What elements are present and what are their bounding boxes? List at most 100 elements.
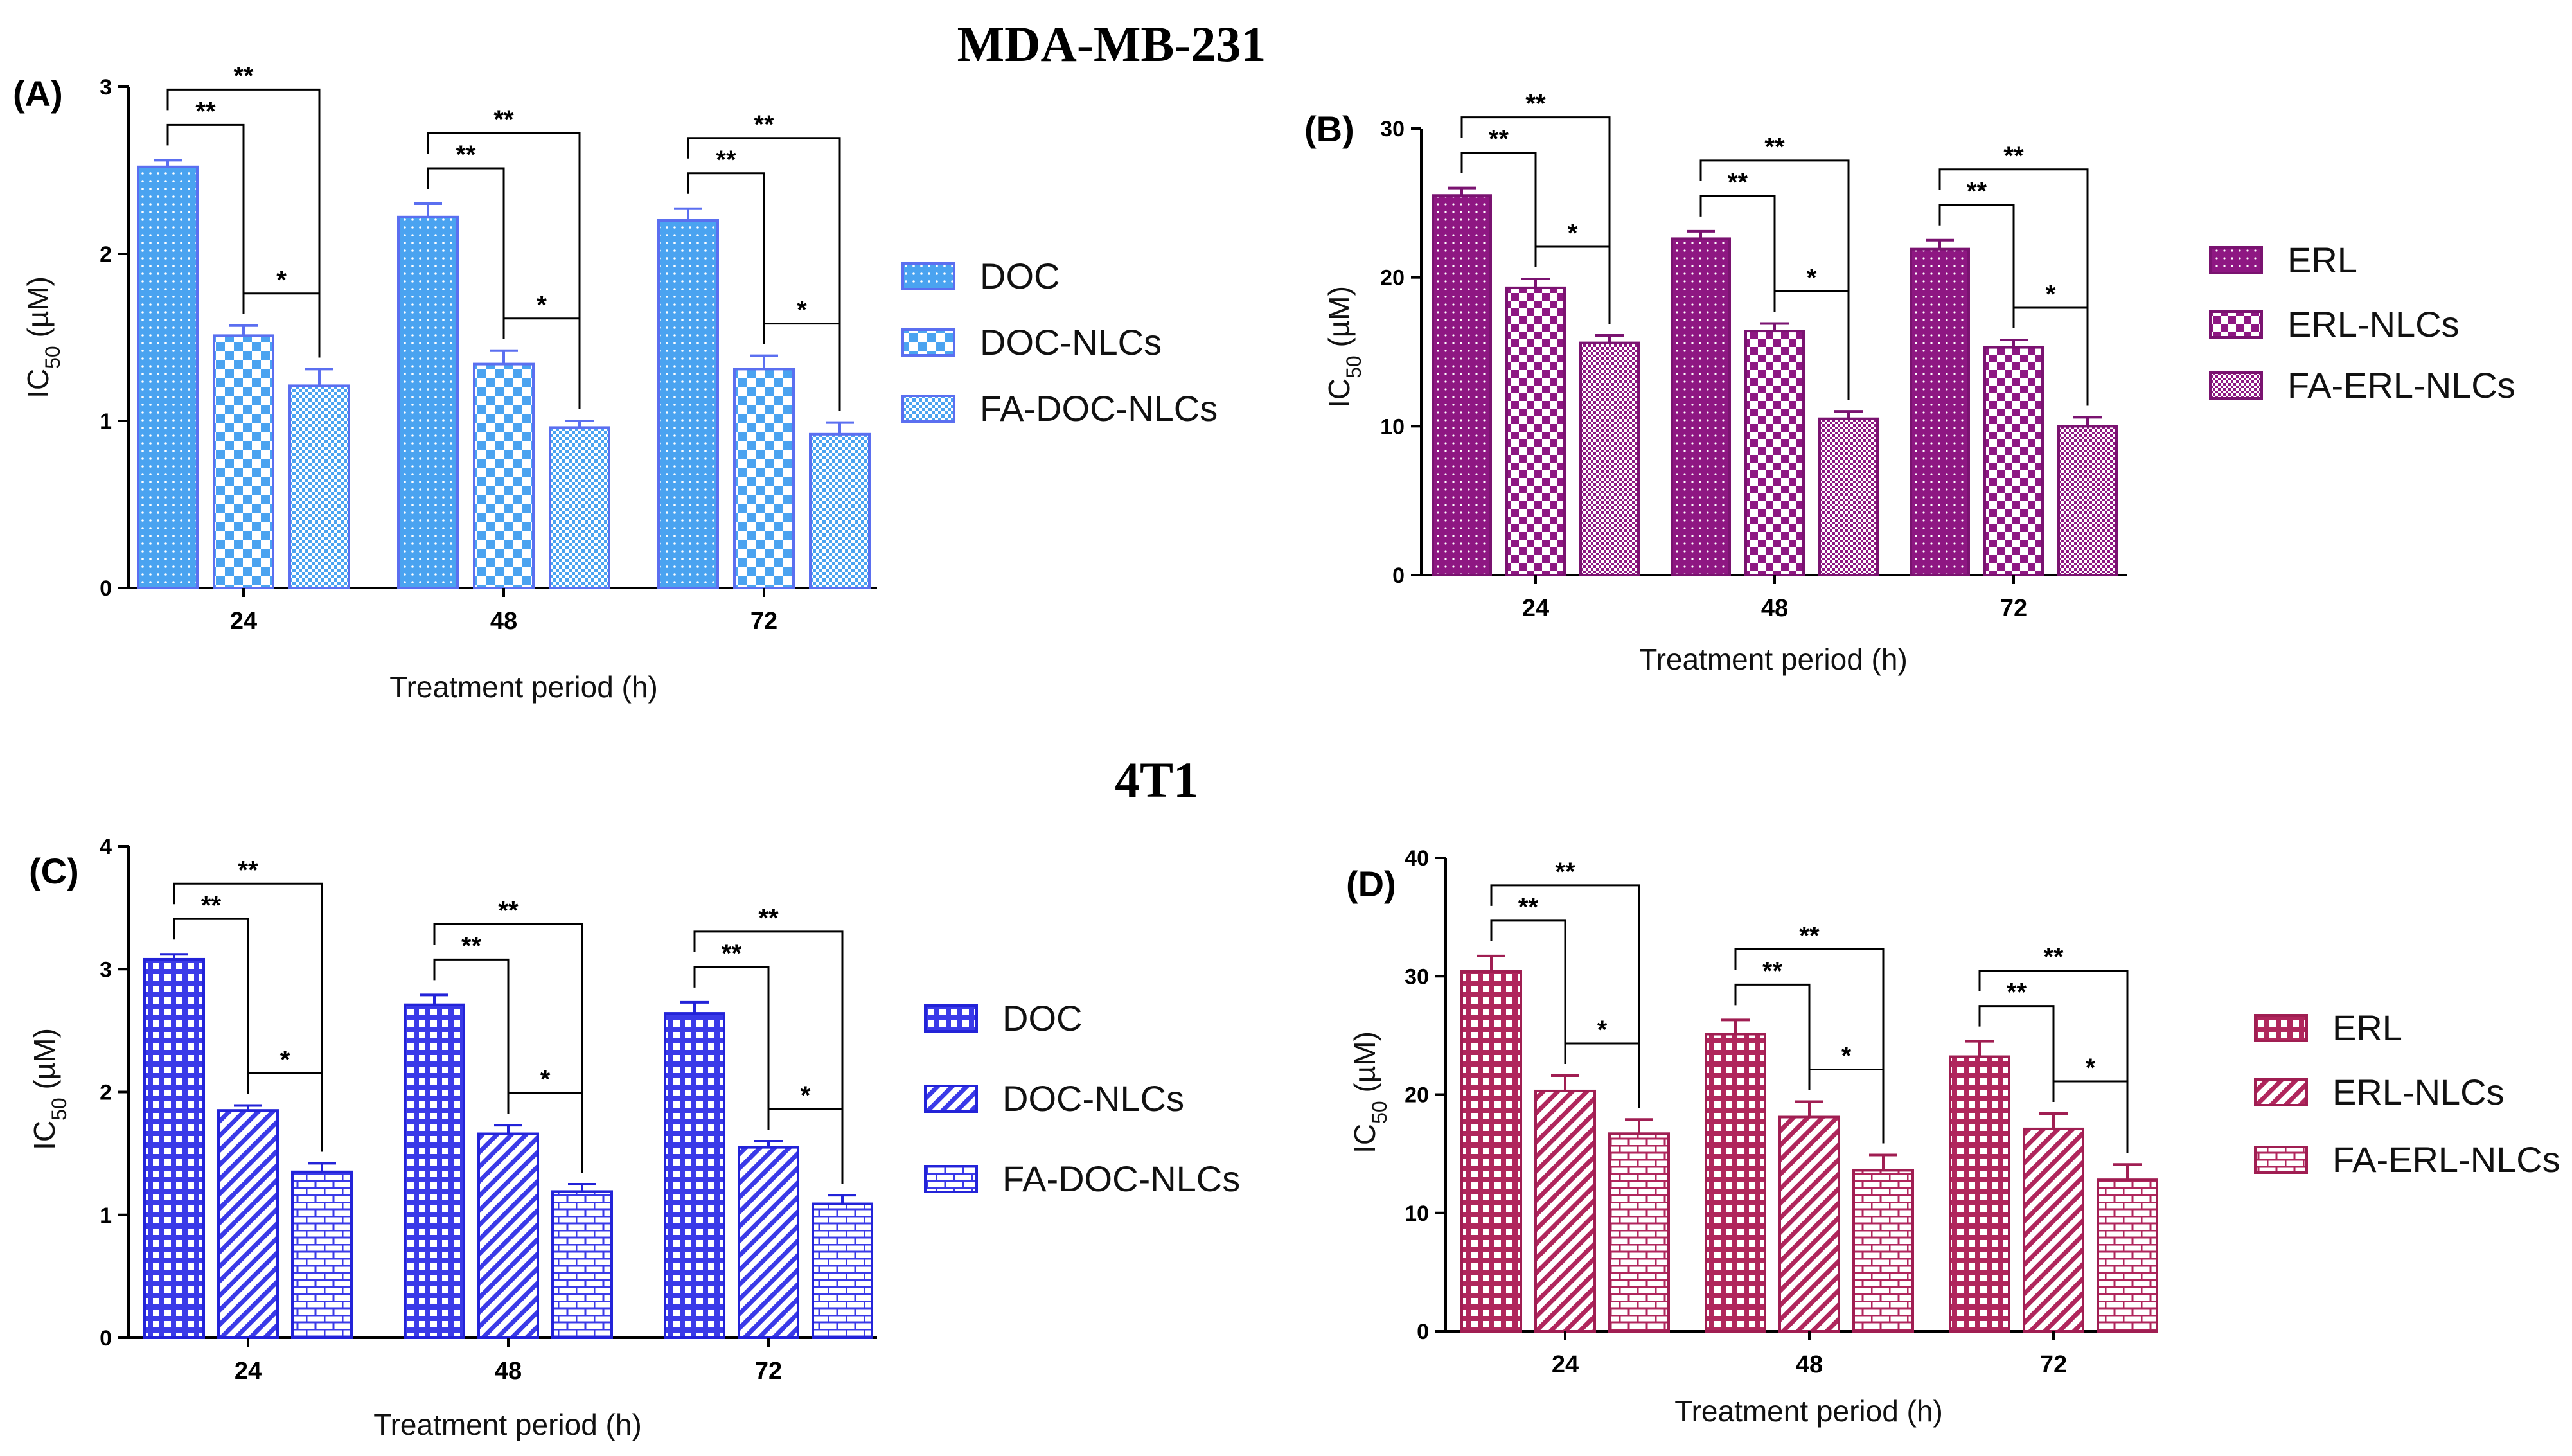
- panel-d-chart: (D) 0 10 20 30 40 IC50 (µM) Treatment period (h…: [1346, 846, 2560, 1428]
- significance-bracket: [427, 132, 581, 409]
- bar-doc: [404, 1003, 465, 1339]
- bar-fa-doc-nlcs: [288, 384, 350, 590]
- bar-erl: [1671, 237, 1731, 576]
- significance-marker: *: [1597, 1016, 1608, 1044]
- significance-marker: **: [1489, 125, 1509, 154]
- legend-label: ERL: [2287, 240, 2357, 280]
- y-tick-label: 40: [1405, 846, 1429, 871]
- x-axis-label: Treatment period (h): [389, 670, 658, 704]
- significance-marker: *: [801, 1081, 811, 1110]
- y-axis-label-main: IC: [28, 1121, 61, 1150]
- bar-erl: [1949, 1055, 2010, 1333]
- legend-label: FA-DOC-NLCs: [1002, 1159, 1240, 1199]
- significance-bracket: [173, 918, 249, 1094]
- y-axis-label-unit: (µM): [21, 276, 55, 346]
- bar-fa-erl-nlcs: [1608, 1132, 1670, 1333]
- significance-bracket: [166, 88, 321, 358]
- significance-bracket: [1734, 983, 1811, 1090]
- significance-bracket: [693, 930, 844, 1184]
- bar-doc: [137, 165, 199, 589]
- legend-label: FA-ERL-NLCs: [2332, 1139, 2560, 1180]
- significance-bracket: [1460, 152, 1537, 267]
- y-axis-label-unit: (µM): [1322, 286, 1356, 355]
- y-tick-label: 4: [100, 835, 112, 859]
- bar-fa-erl-nlcs: [1818, 417, 1879, 576]
- significance-marker: **: [201, 891, 222, 919]
- significance-marker: **: [754, 111, 774, 139]
- bar-fa-erl-nlcs: [1579, 341, 1640, 576]
- y-axis-label-subscript: 50: [1342, 355, 1365, 378]
- y-axis-label-subscript: 50: [1368, 1101, 1391, 1124]
- panel-letter: (C): [29, 851, 79, 891]
- bar-doc-nlcs: [477, 1132, 539, 1340]
- x-axis-label: Treatment period (h): [1674, 1394, 1943, 1428]
- bar-doc-nlcs: [473, 362, 535, 589]
- y-axis-label-main: IC: [21, 369, 55, 398]
- x-tick-label: 72: [2040, 1351, 2067, 1378]
- significance-bracket: [687, 172, 765, 344]
- significance-bracket: [433, 923, 583, 1173]
- bar-doc: [664, 1012, 725, 1339]
- significance-marker: **: [722, 939, 742, 968]
- significance-marker: **: [758, 904, 779, 932]
- y-tick-label: 3: [100, 957, 112, 982]
- bar-fa-doc-nlcs: [291, 1170, 353, 1339]
- x-tick-label: 72: [755, 1358, 782, 1385]
- significance-marker: **: [716, 146, 736, 174]
- significance-bracket: [1938, 204, 2015, 328]
- bar-doc: [397, 215, 459, 589]
- y-axis-label-subscript: 50: [48, 1097, 71, 1121]
- bar-erl-nlcs: [1534, 1089, 1596, 1333]
- significance-marker: **: [2007, 979, 2027, 1007]
- significance-marker: *: [540, 1065, 551, 1094]
- legend-swatch: [2209, 246, 2263, 274]
- significance-bracket: [1699, 159, 1850, 400]
- panel-c-chart: (C) 0 1 2 3 4 IC50 (µM) Treatment period (h) 24 *…: [28, 835, 1240, 1441]
- legend-label: FA-DOC-NLCs: [980, 388, 1218, 429]
- bar-doc-nlcs: [733, 368, 795, 590]
- y-tick-label: 1: [100, 409, 112, 434]
- significance-bracket: [1460, 116, 1611, 324]
- legend-label: DOC-NLCs: [1002, 1078, 1184, 1119]
- y-axis-label-main: IC: [1322, 378, 1356, 408]
- y-tick-label: 20: [1380, 266, 1405, 290]
- significance-marker: *: [276, 266, 287, 294]
- y-axis-label: IC50 (µM): [21, 276, 64, 398]
- y-axis-label-unit: (µM): [28, 1028, 61, 1097]
- significance-marker: **: [493, 105, 514, 134]
- bar-erl: [1460, 970, 1522, 1333]
- significance-marker: *: [280, 1046, 290, 1074]
- y-tick-label: 0: [1392, 564, 1405, 588]
- y-tick-label: 10: [1405, 1202, 1429, 1226]
- legend-swatch: [924, 1085, 978, 1113]
- significance-bracket: [1734, 948, 1885, 1144]
- legend-swatch: [924, 1165, 978, 1193]
- y-tick-label: 0: [100, 576, 112, 601]
- significance-marker: *: [2046, 280, 2056, 308]
- y-axis-label-unit: (µM): [1348, 1031, 1381, 1101]
- significance-marker: **: [2003, 142, 2024, 170]
- significance-bracket: [1978, 1005, 2055, 1102]
- legend-label: FA-ERL-NLCs: [2287, 365, 2515, 405]
- significance-bracket: [1699, 195, 1776, 312]
- significance-marker: *: [2086, 1054, 2096, 1082]
- legend-swatch: [2254, 1146, 2308, 1174]
- panel-letter: (D): [1346, 864, 1396, 904]
- legend-label: DOC: [980, 256, 1060, 296]
- y-tick-label: 1: [100, 1203, 112, 1228]
- significance-marker: **: [1762, 957, 1783, 985]
- y-axis-label: IC50 (µM): [28, 1028, 71, 1150]
- bar-fa-erl-nlcs: [2057, 425, 2118, 576]
- y-axis-label: IC50 (µM): [1322, 286, 1365, 408]
- significance-marker: **: [238, 856, 258, 884]
- significance-marker: **: [195, 97, 216, 125]
- significance-marker: *: [797, 296, 807, 324]
- x-axis-label: Treatment period (h): [1639, 643, 1908, 676]
- significance-bracket: [173, 882, 323, 1152]
- y-axis-label-subscript: 50: [41, 346, 64, 369]
- panel-b-chart: (B) 0 10 20 30 IC50 (µM) Treatment period (h) 2…: [1304, 90, 2515, 676]
- x-tick-label: 72: [750, 608, 777, 635]
- bar-erl-nlcs: [1983, 346, 2044, 576]
- y-tick-label: 0: [1417, 1320, 1429, 1344]
- legend-swatch: [2254, 1078, 2308, 1106]
